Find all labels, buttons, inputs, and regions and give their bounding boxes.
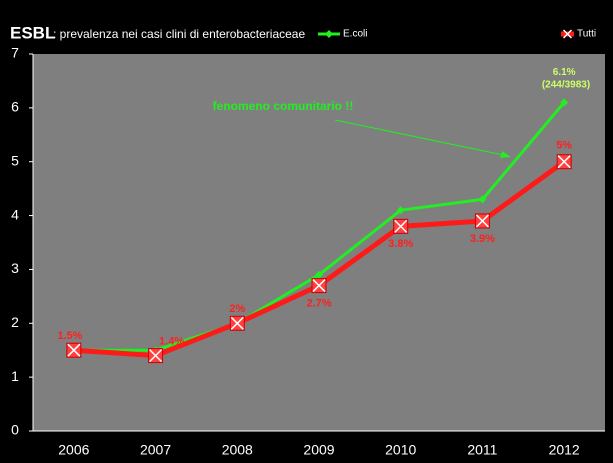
- plot-area: [33, 54, 605, 431]
- marker: [478, 195, 487, 204]
- y-tick-label: 0: [11, 422, 19, 438]
- x-tick-label: 2012: [549, 442, 580, 458]
- x-tick-label: 2006: [58, 442, 89, 458]
- x-tick-label: 2007: [140, 442, 171, 458]
- data-label: 2.7%: [306, 297, 331, 309]
- annotation: (244/3983): [542, 80, 590, 91]
- marker: [396, 206, 405, 215]
- data-label: 5%: [556, 140, 572, 152]
- y-tick-label: 3: [11, 260, 19, 276]
- marker-cross: [557, 155, 571, 169]
- marker-cross: [149, 349, 163, 363]
- data-label: 3.9%: [470, 233, 495, 245]
- y-tick-label: 7: [11, 45, 19, 61]
- y-tick-label: 4: [11, 206, 19, 222]
- marker-cross: [312, 279, 326, 293]
- marker-cross: [67, 343, 81, 357]
- y-tick-label: 6: [11, 99, 19, 115]
- data-label: 1.5%: [57, 330, 82, 342]
- x-tick-label: 2009: [303, 442, 334, 458]
- y-tick-label: 1: [11, 368, 19, 384]
- legend-label: E.coli: [343, 29, 367, 40]
- marker: [560, 98, 569, 107]
- annotation: fenomeno comunitario !!: [213, 99, 354, 113]
- marker-cross: [394, 219, 408, 233]
- chart-subtitle: : prevalenza nei casi clini di enterobac…: [53, 27, 305, 41]
- legend-marker: [325, 30, 333, 38]
- chart-title: ESBL: [10, 23, 55, 42]
- marker-cross: [475, 214, 489, 228]
- data-label: 2%: [229, 303, 245, 315]
- data-label: 6.1%: [553, 67, 576, 78]
- y-tick-label: 5: [11, 152, 19, 168]
- legend-label: Tutti: [577, 29, 596, 40]
- arrow-head: [500, 151, 511, 158]
- data-label: 3.8%: [388, 238, 413, 250]
- x-tick-label: 2010: [385, 442, 416, 458]
- y-tick-label: 2: [11, 314, 19, 330]
- data-label: 1.4%: [159, 336, 184, 348]
- marker: [315, 270, 323, 279]
- marker-cross: [230, 316, 244, 330]
- annotation-arrow: [334, 119, 509, 157]
- x-tick-label: 2011: [467, 442, 497, 458]
- legend-marker: [562, 29, 573, 39]
- x-tick-label: 2008: [222, 442, 253, 458]
